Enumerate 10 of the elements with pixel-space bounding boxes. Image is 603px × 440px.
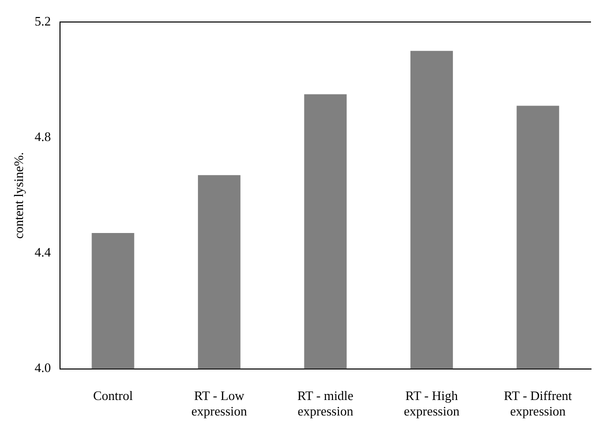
x-tick-label: RT - Diffrent expression — [504, 388, 572, 419]
x-tick-label: RT - High expression — [404, 388, 460, 419]
x-tick-label: RT - midle expression — [297, 388, 354, 419]
y-tick-label: 4.8 — [34, 129, 51, 144]
y-tick-label: 4.4 — [34, 244, 52, 260]
y-tick-label: 4.0 — [34, 360, 51, 376]
y-axis-title: content lysine%. — [11, 152, 26, 239]
y-tick-label: 5.2 — [34, 13, 51, 28]
x-tick-label: RT - Low expression — [191, 388, 248, 419]
x-tick-label: Control — [93, 388, 134, 404]
